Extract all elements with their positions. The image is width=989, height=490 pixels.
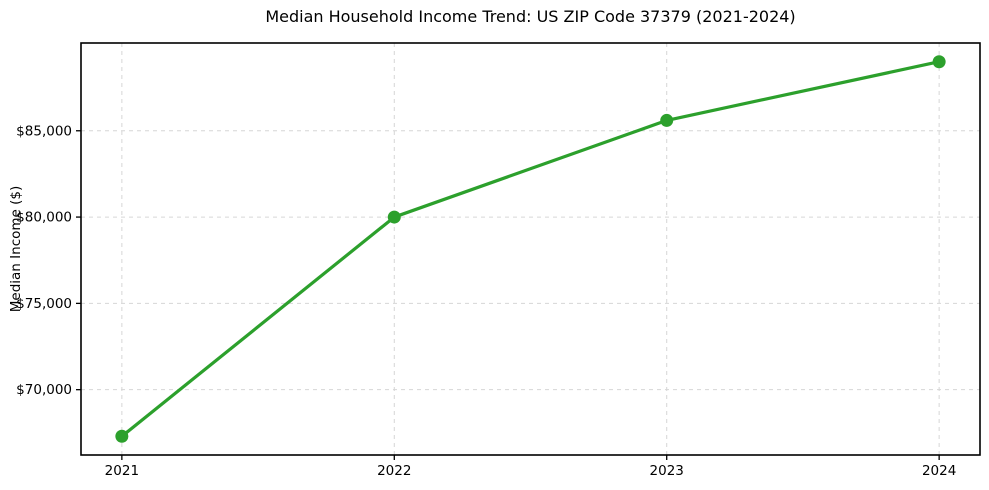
data-point-marker [932,55,946,69]
plot-border [80,42,981,456]
x-tick-label: 2022 [377,463,411,479]
x-tick-label: 2021 [105,463,139,479]
y-tick-label: $85,000 [16,123,72,139]
trend-line [120,60,941,438]
x-tick-label: 2023 [650,463,684,479]
y-tick-label: $70,000 [16,382,72,398]
x-tick-label: 2024 [922,463,956,479]
plot-background [81,43,980,455]
y-tick-label: $80,000 [16,210,72,226]
chart-title: Median Household Income Trend: US ZIP Co… [265,7,796,26]
y-tick-label: $75,000 [16,296,72,312]
data-point-marker [660,113,674,127]
data-point-marker [387,210,401,224]
data-point-marker [115,429,129,443]
